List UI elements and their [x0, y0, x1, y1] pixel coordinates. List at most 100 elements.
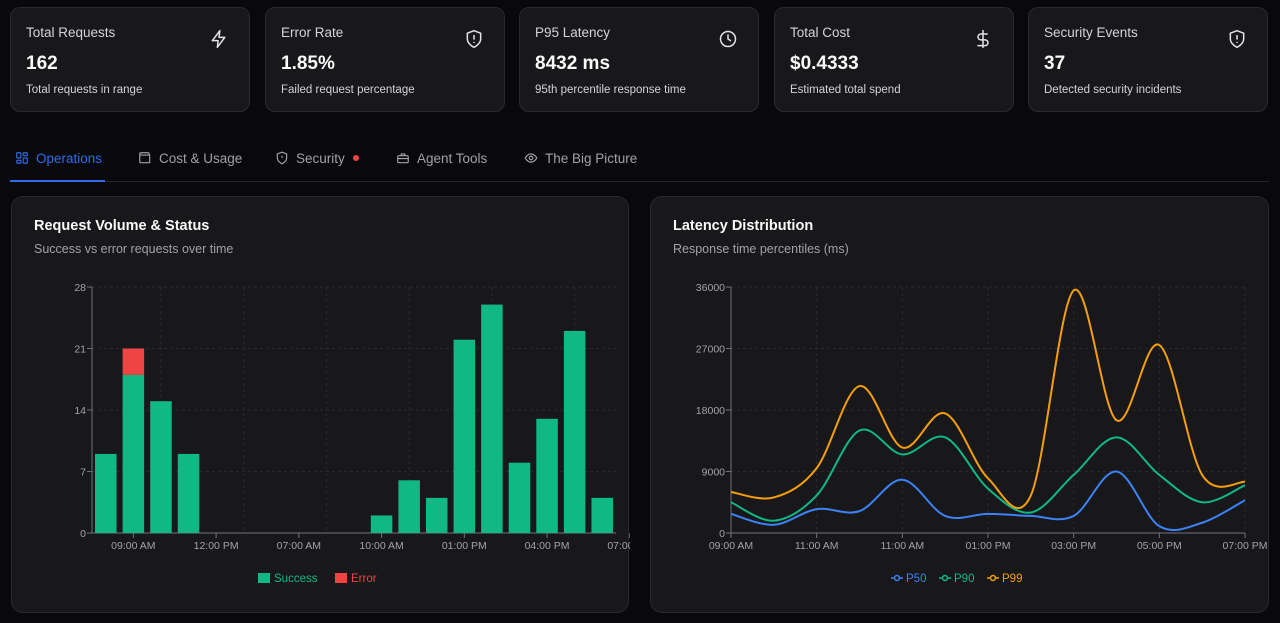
- bar-success: [536, 418, 558, 533]
- shield-icon: [276, 151, 288, 165]
- y-tick-label: 9000: [702, 467, 726, 479]
- bar-success: [177, 453, 200, 533]
- x-tick-label: 01:00 PM: [966, 540, 1011, 552]
- bar-success: [150, 401, 172, 533]
- kpi-subtitle: Detected security incidents: [1044, 84, 1182, 96]
- line-p50: [730, 470, 1246, 531]
- tab-label: Operations: [36, 150, 103, 166]
- panel-subtitle: Success vs error requests over time: [34, 242, 234, 256]
- kpi-card-total-cost: Total Cost $0.4333 Estimated total spend: [774, 7, 1014, 112]
- kpi-value: $0.4333: [790, 53, 859, 74]
- panel-title: Request Volume & Status: [34, 218, 210, 234]
- kpi-card-error-rate: Error Rate 1.85% Failed request percenta…: [265, 7, 505, 112]
- y-tick-label: 21: [74, 344, 86, 356]
- line-p99: [730, 288, 1246, 510]
- kpi-card-security-events: Security Events 37 Detected security inc…: [1028, 7, 1268, 112]
- kpi-subtitle: Total requests in range: [26, 84, 143, 96]
- bar-success: [591, 497, 613, 533]
- legend-swatch: [335, 573, 347, 583]
- legend-label: Error: [351, 573, 377, 585]
- kpi-card-total-requests: Total Requests 162 Total requests in ran…: [10, 7, 250, 112]
- y-tick-label: 0: [80, 528, 86, 540]
- line-p90: [730, 428, 1246, 522]
- kpi-value: 8432 ms: [535, 53, 611, 74]
- x-tick-label: 05:00 PM: [1137, 540, 1182, 552]
- wallet-icon: [139, 152, 151, 164]
- bar-success: [95, 453, 117, 533]
- legend-marker: [989, 574, 997, 582]
- request-volume-chart: 0 7 14 21 28 09:00 AM 12:00 PM 07:00 AM 10:00 AM…: [74, 282, 630, 585]
- lightning-icon: [209, 29, 229, 49]
- bar-success: [453, 339, 476, 533]
- kpi-subtitle: 95th percentile response time: [535, 84, 686, 96]
- kpi-value: 37: [1044, 53, 1066, 74]
- eye-icon: [524, 153, 538, 163]
- x-tick-label: 11:00 AM: [881, 540, 925, 552]
- bar-error: [122, 348, 145, 375]
- x-tick-label: 07:00 AM: [277, 540, 321, 552]
- x-tick-label: 04:00 PM: [525, 540, 570, 552]
- tab-agent-tools[interactable]: Agent Tools: [396, 135, 487, 181]
- tab-label: Agent Tools: [417, 150, 488, 166]
- x-tick-label: 12:00 PM: [194, 540, 239, 552]
- shield-alert-icon: [1227, 29, 1247, 49]
- bar-success: [563, 330, 586, 533]
- x-tick-label: 11:00 AM: [795, 540, 839, 552]
- y-tick-label: 18000: [696, 405, 725, 417]
- tab-bar: Operations Cost & Usage Security Agent T…: [10, 135, 1269, 182]
- x-tick-label: 01:00 PM: [442, 540, 487, 552]
- kpi-card-p95-latency: P95 Latency 8432 ms 95th percentile resp…: [519, 7, 759, 112]
- tab-security[interactable]: Security: [275, 135, 359, 181]
- request-volume-panel: Request Volume & Status Success vs error…: [11, 196, 630, 613]
- y-tick-label: 28: [74, 282, 86, 294]
- legend-label: P99: [1002, 573, 1022, 585]
- x-tick-label: 03:00 PM: [1051, 540, 1096, 552]
- legend-marker: [893, 574, 901, 582]
- x-tick-label: 09:00 AM: [111, 540, 155, 552]
- y-tick-label: 0: [719, 528, 725, 540]
- kpi-title: Total Cost: [790, 25, 851, 40]
- panel-title: Latency Distribution: [673, 218, 814, 234]
- tab-label: Cost & Usage: [159, 150, 243, 166]
- tab-label: Security: [296, 150, 345, 166]
- panel-subtitle: Response time percentiles (ms): [673, 242, 849, 256]
- tab-label: The Big Picture: [545, 150, 638, 166]
- grid-icon: [16, 152, 28, 164]
- bar-success: [481, 304, 503, 533]
- kpi-title: P95 Latency: [535, 25, 611, 40]
- toolbox-icon: [397, 153, 409, 164]
- shield-alert-icon: [464, 29, 484, 49]
- x-tick-label: 09:00 AM: [709, 540, 753, 552]
- x-tick-label: 10:00 AM: [359, 540, 403, 552]
- bar-success: [370, 515, 393, 533]
- y-tick-label: 14: [74, 405, 86, 417]
- dollar-icon: [973, 29, 993, 49]
- kpi-subtitle: Failed request percentage: [281, 84, 415, 96]
- kpi-value: 1.85%: [281, 53, 335, 74]
- bar-success: [508, 462, 531, 533]
- y-tick-label: 27000: [696, 344, 725, 356]
- kpi-title: Total Requests: [26, 25, 116, 40]
- tab-cost-usage[interactable]: Cost & Usage: [138, 135, 242, 181]
- kpi-subtitle: Estimated total spend: [790, 84, 901, 96]
- y-tick-label: 7: [80, 467, 86, 479]
- legend-label: Success: [274, 573, 318, 585]
- latency-chart: 0 9000 18000 27000 36000 09:00 AM 11:00 AM 11:0…: [696, 282, 1268, 585]
- tab-big-picture[interactable]: The Big Picture: [524, 135, 637, 181]
- bar-success: [398, 480, 420, 533]
- kpi-value: 162: [26, 53, 58, 74]
- legend-marker: [941, 574, 949, 582]
- legend-label: P90: [954, 573, 974, 585]
- x-tick-label: 07:00 PM: [607, 540, 630, 552]
- x-tick-label: 07:00 PM: [1223, 540, 1268, 552]
- tab-operations[interactable]: Operations: [10, 135, 105, 182]
- kpi-row: Total Requests 162 Total requests in ran…: [10, 7, 1269, 112]
- kpi-title: Error Rate: [281, 25, 344, 40]
- clock-icon: [718, 29, 738, 49]
- kpi-title: Security Events: [1044, 25, 1138, 40]
- bar-success: [425, 497, 448, 533]
- alert-dot: [352, 155, 359, 161]
- legend-swatch: [258, 573, 270, 583]
- legend-label: P50: [906, 573, 926, 585]
- y-tick-label: 36000: [696, 282, 725, 294]
